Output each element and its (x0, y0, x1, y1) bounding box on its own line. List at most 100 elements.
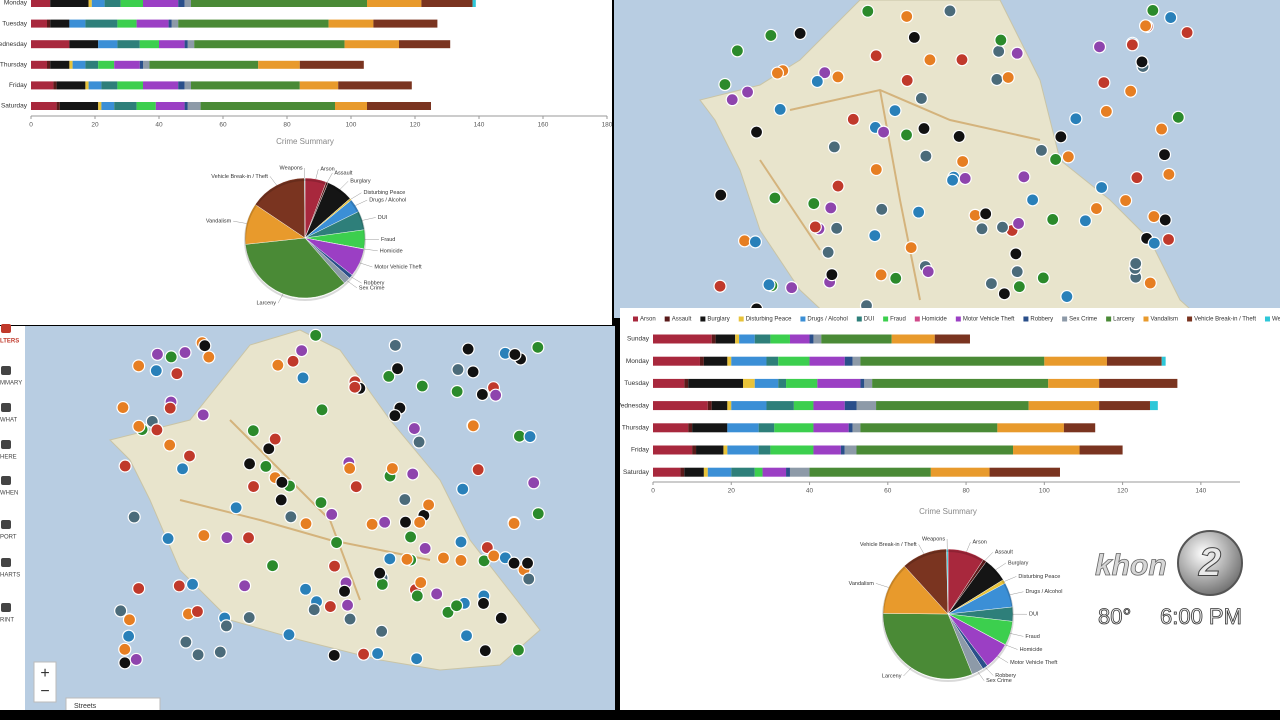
map-pin (202, 350, 216, 364)
bar-segment (104, 0, 121, 7)
sidebar-label[interactable]: LTERS (0, 339, 19, 345)
bar-segment (72, 60, 86, 69)
map-pin (163, 401, 177, 415)
map-pin (456, 482, 470, 496)
bar-segment (731, 467, 755, 477)
sidebar-label[interactable]: HARTS (0, 573, 20, 579)
map-pin (749, 125, 764, 139)
map-pin (196, 408, 210, 422)
map-pin (185, 577, 200, 591)
map-pin (197, 528, 211, 543)
legend-swatch (914, 316, 920, 322)
bar-segment (98, 40, 118, 49)
legend-label[interactable]: Assault (672, 317, 692, 323)
legend-label[interactable]: Homicide (922, 317, 948, 323)
pie-slice (882, 613, 973, 680)
map-pin (343, 612, 357, 626)
legend-label[interactable]: Disturbing Peace (746, 317, 792, 323)
slice-label: Weapons (922, 536, 945, 542)
bar-segment (136, 102, 156, 110)
bar-segment (120, 0, 143, 7)
map-pin (1089, 201, 1104, 216)
bar-segment (53, 81, 57, 90)
y-tick-label: Friday (9, 82, 28, 89)
sidebar-label[interactable]: RINT (0, 618, 14, 624)
bar-segment (31, 40, 70, 49)
bar-segment (754, 378, 779, 388)
bar-segment (653, 467, 681, 477)
legend-label[interactable]: Larceny (1113, 317, 1134, 323)
map-pin (415, 379, 429, 393)
bar-segment (184, 81, 191, 90)
legend-label[interactable]: Fraud (890, 317, 906, 323)
bar-segment (703, 356, 728, 366)
map-pin (1130, 171, 1144, 185)
map-pin (522, 572, 536, 586)
sidebar-label[interactable]: MMARY (0, 381, 22, 387)
sidebar-label[interactable]: HERE (0, 455, 17, 461)
slice-label: DUI (1029, 612, 1039, 618)
y-tick-label: Thursday (622, 425, 650, 432)
legend-label[interactable]: Vandalism (1150, 317, 1178, 323)
x-tick-label: 80 (283, 122, 291, 129)
zoom-out[interactable]: − (40, 683, 49, 700)
zoom-in[interactable]: + (40, 665, 49, 682)
legend-label[interactable]: Motor Vehicle Theft (963, 317, 1015, 323)
map-pin (1157, 148, 1172, 162)
legend-label[interactable]: Drugs / Alcohol (807, 317, 847, 323)
bar-segment (727, 445, 759, 455)
bar-segment (136, 19, 169, 28)
bar-segment (809, 356, 845, 366)
bar-segment (47, 19, 51, 28)
legend-label[interactable]: Vehicle Break-in / Theft (1194, 317, 1256, 323)
bar-segment (680, 467, 685, 477)
sidebar-icon (1, 476, 11, 485)
map-pin (365, 517, 379, 531)
bar-segment (727, 356, 732, 366)
bar-segment (844, 401, 857, 411)
map-pin (118, 642, 132, 656)
x-tick-label: 100 (1039, 488, 1050, 495)
map-pin (378, 515, 392, 529)
bar-segment (688, 423, 693, 433)
legend-label[interactable]: Arson (640, 317, 656, 323)
legend-swatch (738, 316, 744, 322)
bar-segment (1044, 356, 1107, 366)
x-tick-label: 40 (806, 488, 814, 495)
legend-label[interactable]: Sex Crime (1069, 317, 1098, 323)
slice-label: Sex Crime (986, 678, 1012, 684)
leader-line (359, 262, 373, 268)
bar-segment (813, 423, 849, 433)
legend-label[interactable]: Robbery (1030, 317, 1053, 323)
map-pin (454, 535, 468, 549)
bar-segment (31, 0, 51, 7)
leader-line (984, 552, 994, 561)
map-pin (295, 344, 309, 358)
bar-segment (98, 102, 102, 110)
slice-label: Robbery (364, 281, 385, 287)
map-pin (945, 173, 960, 187)
sidebar-label[interactable]: WHEN (0, 491, 18, 497)
map-pin (286, 354, 300, 368)
legend-label[interactable]: DUI (864, 317, 875, 323)
bar-segment (852, 423, 861, 433)
legend-label[interactable]: Burglary (707, 317, 729, 323)
map-pin (340, 598, 355, 612)
legend-label[interactable]: Weapons (1272, 317, 1280, 323)
layer-label[interactable]: Streets (74, 703, 97, 710)
map-pin (1138, 19, 1153, 33)
map-pin (990, 72, 1004, 87)
map-pin (979, 207, 993, 221)
map-pin (1119, 193, 1133, 208)
map-pin (383, 552, 397, 566)
map-pin (764, 28, 778, 43)
map-pin (1009, 247, 1023, 261)
bottom-bar (0, 710, 1280, 720)
sidebar-label[interactable]: WHAT (0, 418, 18, 424)
charts: 0 20 40 60 80 100 120 140 160 180 Monday Tuesday Wed… (0, 0, 612, 307)
sidebar-label[interactable]: PORT (0, 535, 17, 541)
map-pin (1010, 46, 1024, 60)
map-pin (315, 403, 329, 417)
map-pin (129, 652, 143, 667)
y-tick-label: Saturday (623, 469, 650, 476)
